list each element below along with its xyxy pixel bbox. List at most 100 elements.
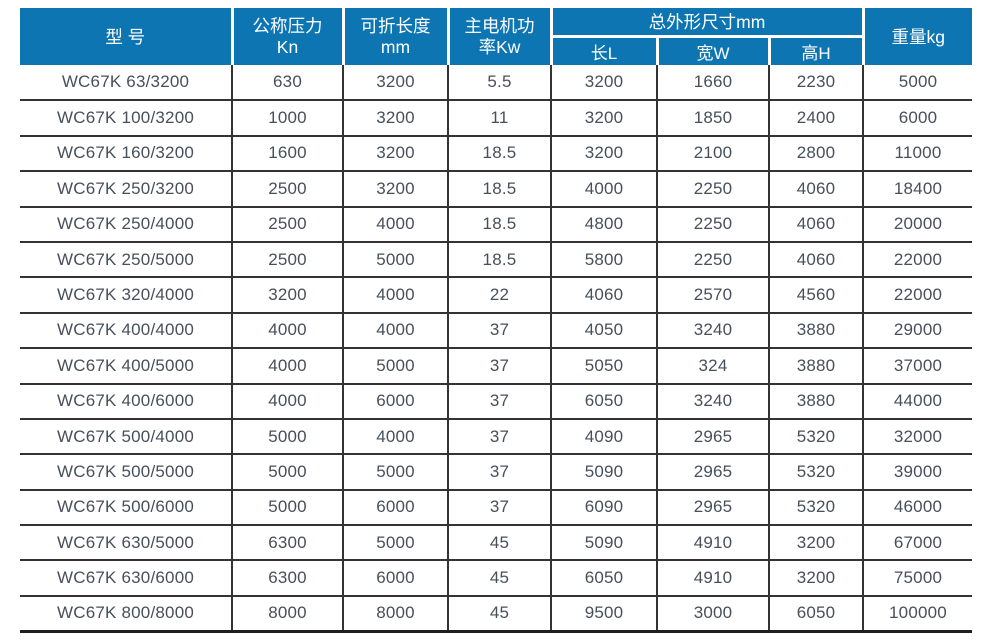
nominal-pressure-cell: 3200 (231, 277, 343, 314)
motor-power-cell: 18.5 (447, 135, 551, 173)
model-cell: WC67K 630/6000 (20, 560, 232, 597)
spec-table-header: 型 号 公称压力 Kn 可折长度 mm 主电机功 率Kw 总外形尺寸mm 重量k… (20, 8, 972, 65)
dim-width-cell: 2965 (656, 489, 769, 527)
model-cell: WC67K 400/5000 (20, 348, 232, 385)
fold-length-cell: 4000 (342, 206, 448, 243)
dim-width-cell: 3000 (656, 595, 769, 633)
weight-cell: 22000 (862, 277, 972, 314)
header-nominal-pressure-unit: Kn (276, 36, 299, 57)
spec-table: 型 号 公称压力 Kn 可折长度 mm 主电机功 率Kw 总外形尺寸mm 重量k… (20, 8, 972, 633)
header-fold-length-unit: mm (380, 36, 411, 57)
motor-power-cell: 37 (447, 383, 551, 420)
motor-power-cell: 37 (447, 312, 551, 350)
motor-power-cell: 11 (447, 100, 551, 137)
dim-length-cell: 4800 (550, 206, 657, 243)
dim-height-cell: 3200 (768, 525, 863, 562)
header-nominal-pressure-line1: 公称压力 (252, 15, 323, 36)
model-cell: WC67K 100/3200 (20, 100, 232, 137)
fold-length-cell: 3200 (342, 100, 448, 137)
weight-cell: 29000 (862, 312, 972, 350)
dim-length-cell: 4090 (550, 418, 657, 456)
dim-width-cell: 2250 (656, 206, 769, 243)
table-row: WC67K 500/5000 5000 5000 37 5090 2965 53… (20, 454, 972, 491)
model-cell: WC67K 800/8000 (20, 595, 232, 633)
table-row: WC67K 630/5000 6300 5000 45 5090 4910 32… (20, 525, 972, 562)
nominal-pressure-cell: 2500 (231, 171, 343, 208)
nominal-pressure-cell: 1000 (231, 100, 343, 137)
fold-length-cell: 5000 (342, 454, 448, 491)
model-cell: WC67K 160/3200 (20, 135, 232, 173)
model-cell: WC67K 250/5000 (20, 241, 232, 279)
fold-length-cell: 5000 (342, 525, 448, 562)
model-cell: WC67K 400/6000 (20, 383, 232, 420)
header-overall-dimensions: 总外形尺寸mm (549, 8, 863, 38)
model-cell: WC67K 400/4000 (20, 312, 232, 350)
dim-width-cell: 3240 (656, 312, 769, 350)
dim-height-cell: 4060 (768, 171, 863, 208)
dim-length-cell: 5050 (550, 348, 657, 385)
table-row: WC67K 500/4000 5000 4000 37 4090 2965 53… (20, 418, 972, 456)
weight-cell: 6000 (862, 100, 972, 137)
dim-height-cell: 4060 (768, 206, 863, 243)
fold-length-cell: 5000 (342, 241, 448, 279)
header-model: 型 号 (20, 8, 232, 65)
dim-height-cell: 4060 (768, 241, 863, 279)
table-row: WC67K 500/6000 5000 6000 37 6090 2965 53… (20, 489, 972, 527)
dim-height-cell: 3200 (768, 560, 863, 597)
motor-power-cell: 18.5 (447, 171, 551, 208)
table-row: WC67K 400/5000 4000 5000 37 5050 324 388… (20, 348, 972, 385)
dim-height-cell: 3880 (768, 312, 863, 350)
table-row: WC67K 160/3200 1600 3200 18.5 3200 2100 … (20, 135, 972, 173)
model-cell: WC67K 500/6000 (20, 489, 232, 527)
table-row: WC67K 630/6000 6300 6000 45 6050 4910 32… (20, 560, 972, 597)
dim-width-cell: 1850 (656, 100, 769, 137)
weight-cell: 75000 (862, 560, 972, 597)
header-fold-length: 可折长度 mm (341, 8, 448, 65)
dim-width-cell: 3240 (656, 383, 769, 420)
table-row: WC67K 400/6000 4000 6000 37 6050 3240 38… (20, 383, 972, 420)
dim-height-cell: 5320 (768, 418, 863, 456)
fold-length-cell: 3200 (342, 171, 448, 208)
dim-width-cell: 4910 (656, 560, 769, 597)
weight-cell: 32000 (862, 418, 972, 456)
motor-power-cell: 45 (447, 560, 551, 597)
header-fold-length-line1: 可折长度 (360, 15, 431, 36)
dim-length-cell: 5090 (550, 525, 657, 562)
weight-cell: 11000 (862, 135, 972, 173)
fold-length-cell: 6000 (342, 383, 448, 420)
dim-width-cell: 2965 (656, 418, 769, 456)
motor-power-cell: 37 (447, 418, 551, 456)
dim-length-cell: 5090 (550, 454, 657, 491)
dim-width-cell: 2965 (656, 454, 769, 491)
motor-power-cell: 37 (447, 454, 551, 491)
table-row: WC67K 250/3200 2500 3200 18.5 4000 2250 … (20, 171, 972, 208)
motor-power-cell: 37 (447, 348, 551, 385)
weight-cell: 39000 (862, 454, 972, 491)
weight-cell: 20000 (862, 206, 972, 243)
dim-height-cell: 3880 (768, 348, 863, 385)
header-motor-power-line2: 率Kw (478, 36, 521, 57)
dim-width-cell: 2570 (656, 277, 769, 314)
motor-power-cell: 18.5 (447, 206, 551, 243)
fold-length-cell: 4000 (342, 277, 448, 314)
fold-length-cell: 5000 (342, 348, 448, 385)
header-dim-height: 高H (767, 36, 863, 65)
table-row: WC67K 400/4000 4000 4000 37 4050 3240 38… (20, 312, 972, 350)
nominal-pressure-cell: 6300 (231, 560, 343, 597)
dim-length-cell: 6090 (550, 489, 657, 527)
table-row: WC67K 320/4000 3200 4000 22 4060 2570 45… (20, 277, 972, 314)
fold-length-cell: 3200 (342, 65, 448, 102)
header-motor-power-line1: 主电机功 (464, 15, 535, 36)
dim-length-cell: 6050 (550, 383, 657, 420)
nominal-pressure-cell: 6300 (231, 525, 343, 562)
model-cell: WC67K 250/3200 (20, 171, 232, 208)
model-cell: WC67K 500/4000 (20, 418, 232, 456)
model-cell: WC67K 63/3200 (20, 65, 232, 102)
weight-cell: 67000 (862, 525, 972, 562)
weight-cell: 46000 (862, 489, 972, 527)
table-row: WC67K 63/3200 630 3200 5.5 3200 1660 223… (20, 65, 972, 102)
table-row: WC67K 250/4000 2500 4000 18.5 4800 2250 … (20, 206, 972, 243)
weight-cell: 22000 (862, 241, 972, 279)
motor-power-cell: 45 (447, 595, 551, 633)
